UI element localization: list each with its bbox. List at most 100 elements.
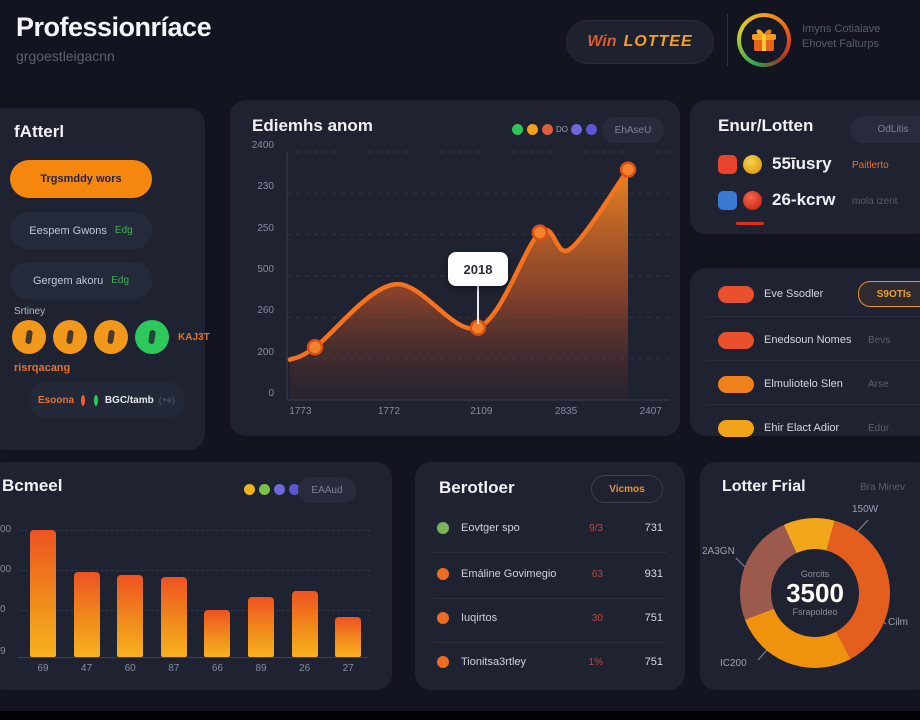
lottery-entry-2-name: 26-kcrw bbox=[772, 190, 836, 209]
lottery-action-pill[interactable]: OdLitis bbox=[850, 116, 920, 143]
legend-dot bbox=[512, 124, 523, 135]
legend-dot bbox=[527, 124, 538, 135]
draw-list-item-2[interactable]: Enedsoun Nomes Bevs bbox=[690, 320, 920, 360]
draw-badge bbox=[718, 419, 754, 437]
draw-item-3-action[interactable]: Arse bbox=[868, 378, 889, 390]
active-underline bbox=[736, 222, 764, 225]
legend-dot bbox=[244, 484, 255, 495]
line-chart-plot bbox=[285, 150, 670, 402]
lottery-entry-2[interactable]: 26-kcrw bbox=[718, 190, 835, 210]
ball-slot bbox=[107, 329, 115, 345]
data-point-marker bbox=[306, 339, 324, 356]
x-tick-label: 2407 bbox=[639, 406, 662, 417]
bar-chart-filter-pill[interactable]: EAAud bbox=[298, 477, 356, 503]
lottery-title: Enur/Lotten bbox=[718, 116, 814, 135]
x-tick-label: 1773 bbox=[289, 406, 312, 417]
app-subtitle: grgoestleigacnn bbox=[16, 48, 115, 64]
donut-subtitle: Bra Minev bbox=[860, 482, 906, 493]
bottom-strip bbox=[0, 711, 920, 720]
y-tick-label: 500 bbox=[257, 264, 274, 275]
bar bbox=[248, 597, 274, 657]
win-button-prefix: Win bbox=[587, 33, 617, 50]
donut-panel: Lotter Frial Bra Minev Gorcits 3500 Fsra… bbox=[700, 462, 920, 690]
stats-row-4-label: Tionitsa3rtley bbox=[461, 656, 527, 668]
stats-row-2-value: 931 bbox=[644, 568, 663, 580]
legend-dot-green bbox=[93, 394, 98, 406]
donut-center-caption: Gorcits bbox=[800, 569, 830, 579]
stats-title: Berotloer bbox=[439, 478, 515, 497]
draw-item-3-label: Elmuliotelo Slen bbox=[764, 378, 843, 390]
legend-dot bbox=[274, 484, 285, 495]
x-tick-label: 89 bbox=[255, 663, 267, 674]
x-tick-label: 87 bbox=[168, 663, 180, 674]
stats-row-3-value: 751 bbox=[644, 612, 663, 624]
x-tick-label: 69 bbox=[37, 663, 49, 674]
stats-row-1[interactable]: Eovtger spo 9/3 731 bbox=[437, 506, 667, 550]
status-dot bbox=[437, 522, 449, 534]
legend-dot bbox=[259, 484, 270, 495]
stats-row-4[interactable]: Tionitsa3rtley 1% 751 bbox=[437, 640, 667, 684]
win-lottery-button[interactable]: Win LOTTEE bbox=[566, 20, 714, 64]
stats-action-pill[interactable]: Vicmos bbox=[591, 475, 663, 503]
y-tick-label: 250 bbox=[257, 222, 274, 234]
gridline bbox=[20, 530, 370, 531]
lottery-ball bbox=[53, 320, 87, 354]
draw-item-2-label: Enedsoun Nomes bbox=[764, 334, 852, 346]
header-divider bbox=[727, 14, 728, 66]
line-chart-filter-pill[interactable]: EhAseU bbox=[602, 117, 664, 143]
logo-caption-line2: Ehovet Falturps bbox=[802, 38, 880, 50]
draw-list-item-4[interactable]: Ehir Elact Adior Edur bbox=[690, 408, 920, 448]
donut-center-value: 3500 bbox=[786, 578, 844, 608]
x-tick-label: 27 bbox=[342, 663, 354, 674]
data-point-marker bbox=[531, 224, 549, 241]
gridline bbox=[20, 610, 370, 611]
ticket-icon bbox=[718, 154, 737, 174]
y-tick-label: 2400 bbox=[251, 140, 274, 151]
draw-item-4-label: Ehir Elact Adior bbox=[764, 422, 840, 434]
lottery-entry-2-meta: mola izent bbox=[852, 196, 898, 207]
gift-icon bbox=[741, 17, 787, 63]
y-tick-label: 230 bbox=[257, 181, 274, 193]
lottery-entry-1-meta: Paitlerto bbox=[852, 160, 889, 171]
line-chart-panel: Ediemhs anom DO EhAseU 2400 230 250 500 260 2… bbox=[230, 100, 680, 436]
stats-row-2[interactable]: Emáline Govimegio 63 931 bbox=[437, 552, 667, 596]
coin-icon bbox=[743, 154, 762, 174]
row-divider bbox=[706, 316, 920, 317]
row-divider bbox=[706, 404, 920, 405]
draw-badge bbox=[718, 375, 754, 393]
bar-chart-legend bbox=[242, 484, 302, 495]
legend-dot-orange bbox=[81, 394, 85, 406]
logo-caption: Imyns Cotiaiave Ehovet Falturps bbox=[802, 22, 880, 52]
app-logo[interactable] bbox=[737, 13, 791, 67]
stats-row-3[interactable]: Iuqirtos 30 751 bbox=[437, 596, 667, 640]
x-tick-label: 2109 bbox=[470, 406, 493, 417]
filter-row-2[interactable]: Gergem akoru Edg bbox=[10, 262, 152, 299]
status-dot bbox=[437, 612, 449, 624]
bar-chart-plot: 00 00 0 9 69 47 60 87 66 89 26 27 bbox=[0, 462, 392, 690]
x-tick-label: 60 bbox=[124, 663, 136, 674]
filter-row-1-label: Eespem Gwons bbox=[29, 224, 107, 237]
card-icon bbox=[718, 190, 737, 210]
stats-row-1-delta: 9/3 bbox=[589, 522, 603, 534]
filters-legend-pill[interactable]: Esoona BGC/tamb (+e) bbox=[28, 382, 185, 418]
bar bbox=[160, 576, 187, 657]
bar bbox=[73, 572, 100, 657]
lottery-ball bbox=[12, 320, 46, 354]
lottery-entry-1[interactable]: 55īusry bbox=[718, 154, 832, 174]
draw-item-1-action[interactable]: S9OTls bbox=[858, 281, 920, 307]
draw-item-2-action[interactable]: Bevs bbox=[868, 334, 891, 346]
draw-list-item-1[interactable]: Eve Ssodler S9OTls bbox=[690, 274, 920, 314]
stats-row-2-delta: 63 bbox=[591, 568, 603, 580]
logo-caption-line1: Imyns Cotiaiave bbox=[802, 23, 881, 35]
stats-row-3-label: Iuqirtos bbox=[461, 612, 498, 624]
draw-item-4-action[interactable]: Edur bbox=[868, 422, 890, 434]
y-tick-label: 0 bbox=[268, 388, 274, 399]
filter-row-1[interactable]: Eespem Gwons Edg bbox=[10, 212, 152, 249]
primary-action-button[interactable]: Trgsmddy wors bbox=[10, 160, 152, 198]
draw-list-item-3[interactable]: Elmuliotelo Slen Arse bbox=[690, 364, 920, 404]
y-tick-label: 260 bbox=[257, 305, 274, 317]
donut-title: Lotter Frial bbox=[722, 478, 806, 495]
line-chart-y-axis: 2400 230 250 500 260 200 0 bbox=[234, 140, 274, 399]
row-divider bbox=[433, 598, 667, 599]
stats-row-2-label: Emáline Govimegio bbox=[461, 568, 557, 580]
